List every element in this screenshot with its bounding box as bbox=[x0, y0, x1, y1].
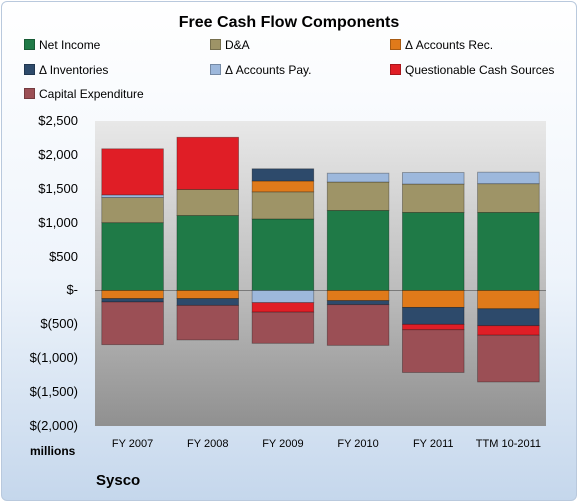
legend-label-da: D&A bbox=[225, 38, 250, 52]
y-tick-label: $(1,500) bbox=[29, 384, 78, 400]
bar-segment-inventories-ttm-10-2011 bbox=[477, 308, 540, 327]
legend-item-accounts-rec: Δ Accounts Rec. bbox=[390, 38, 493, 52]
legend-swatch-accounts-pay bbox=[210, 64, 221, 75]
bar-segment-accounts-rec-fy-2011 bbox=[402, 290, 465, 308]
bar-segment-accounts-rec-fy-2007 bbox=[101, 290, 164, 299]
bar-segment-capital-expenditure-fy-2011 bbox=[402, 329, 465, 373]
y-tick-label: $1,000 bbox=[38, 214, 78, 230]
bar-segment-d-a-fy-2009 bbox=[251, 191, 315, 220]
y-tick-label: $(1,000) bbox=[29, 350, 78, 366]
plot-background bbox=[95, 121, 546, 426]
bar-segment-net-income-fy-2011 bbox=[402, 212, 465, 291]
bar-segment-inventories-fy-2011 bbox=[402, 306, 465, 325]
bar-segment-capital-expenditure-fy-2007 bbox=[101, 301, 164, 346]
legend-swatch-net-income bbox=[24, 39, 35, 50]
bar-segment-accounts-pay-ttm-10-2011 bbox=[477, 171, 540, 185]
legend-label-accounts-pay: Δ Accounts Pay. bbox=[225, 63, 312, 77]
legend-label-questionable: Questionable Cash Sources bbox=[405, 63, 555, 77]
bar-segment-capital-expenditure-ttm-10-2011 bbox=[477, 334, 540, 383]
bar-segment-net-income-fy-2009 bbox=[251, 218, 315, 291]
x-tick-label: FY 2007 bbox=[111, 438, 154, 450]
bar-segment-inventories-fy-2009 bbox=[251, 168, 315, 182]
bar-segment-net-income-ttm-10-2011 bbox=[477, 212, 540, 291]
bar-segment-accounts-pay-fy-2011 bbox=[402, 172, 465, 185]
bar-segment-inventories-fy-2008 bbox=[176, 298, 239, 306]
y-tick-label: $2,500 bbox=[38, 113, 78, 128]
bar-segment-net-income-fy-2008 bbox=[176, 215, 239, 291]
bar-segment-accounts-pay-fy-2010 bbox=[326, 172, 390, 183]
bar-segment-inventories-fy-2007 bbox=[101, 298, 164, 303]
bar-segment-questionable-cash-sources-fy-2007 bbox=[101, 148, 164, 196]
legend-item-questionable: Questionable Cash Sources bbox=[390, 63, 554, 77]
bar-segment-net-income-fy-2010 bbox=[326, 210, 390, 291]
bar-segment-accounts-rec-fy-2008 bbox=[176, 290, 239, 299]
bar-segment-d-a-fy-2011 bbox=[402, 183, 465, 213]
bar-segment-d-a-ttm-10-2011 bbox=[477, 183, 540, 213]
bar-segment-capital-expenditure-fy-2010 bbox=[326, 304, 390, 346]
units-label: millions bbox=[30, 444, 76, 458]
bar-segment-questionable-cash-sources-fy-2009 bbox=[251, 302, 315, 313]
x-tick-label: FY 2011 bbox=[412, 438, 454, 450]
y-tick-label: $500 bbox=[49, 248, 78, 264]
legend-swatch-accounts-rec bbox=[390, 39, 401, 50]
bar-segment-d-a-fy-2008 bbox=[176, 189, 239, 216]
bar-segment-questionable-cash-sources-fy-2008 bbox=[176, 136, 239, 190]
bar-segment-net-income-fy-2007 bbox=[101, 222, 164, 291]
legend-item-da: D&A bbox=[210, 38, 250, 52]
bar-segment-accounts-rec-fy-2009 bbox=[251, 180, 315, 193]
bar-segment-questionable-cash-sources-ttm-10-2011 bbox=[477, 325, 540, 336]
bar-segment-accounts-pay-fy-2009 bbox=[251, 290, 315, 304]
bar-segment-questionable-cash-sources-fy-2011 bbox=[402, 323, 465, 331]
y-tick-label: $(500) bbox=[40, 316, 78, 332]
legend-label-capex: Capital Expenditure bbox=[39, 87, 144, 101]
y-tick-label: $(2,000) bbox=[29, 418, 78, 433]
y-tick-label: $- bbox=[66, 282, 78, 298]
bar-segment-accounts-rec-ttm-10-2011 bbox=[477, 290, 540, 310]
y-tick-label: $1,500 bbox=[38, 180, 78, 196]
x-tick-label: FY 2010 bbox=[337, 438, 379, 450]
x-tick-label: FY 2008 bbox=[187, 438, 229, 450]
bar-segment-d-a-fy-2010 bbox=[326, 181, 390, 211]
bar-segment-inventories-fy-2010 bbox=[326, 300, 390, 306]
legend-item-inventories: Δ Inventories bbox=[24, 63, 108, 77]
y-tick-label: $2,000 bbox=[38, 146, 78, 162]
bar-segment-d-a-fy-2007 bbox=[101, 197, 164, 224]
bar-segment-accounts-pay-fy-2007 bbox=[101, 194, 164, 198]
x-tick-label: FY 2009 bbox=[262, 438, 304, 450]
legend-label-net-income: Net Income bbox=[39, 38, 101, 52]
legend-swatch-da bbox=[210, 39, 221, 50]
legend-swatch-inventories bbox=[24, 64, 35, 75]
chart-title: Free Cash Flow Components bbox=[178, 14, 400, 31]
legend-item-accounts-pay: Δ Accounts Pay. bbox=[210, 63, 312, 77]
legend-swatch-capex bbox=[24, 88, 35, 99]
company-name: Sysco bbox=[96, 472, 141, 489]
legend-swatch-questionable bbox=[390, 64, 401, 75]
x-tick-label: TTM 10-2011 bbox=[475, 438, 542, 450]
legend-label-inventories: Δ Inventories bbox=[39, 63, 109, 77]
bar-segment-capital-expenditure-fy-2009 bbox=[251, 311, 315, 344]
bar-segment-accounts-rec-fy-2010 bbox=[326, 290, 390, 302]
legend-item-net-income: Net Income bbox=[24, 38, 100, 52]
bar-segment-capital-expenditure-fy-2008 bbox=[176, 304, 239, 341]
legend-label-accounts-rec: Δ Accounts Rec. bbox=[405, 38, 494, 52]
legend-item-capex: Capital Expenditure bbox=[24, 87, 144, 101]
